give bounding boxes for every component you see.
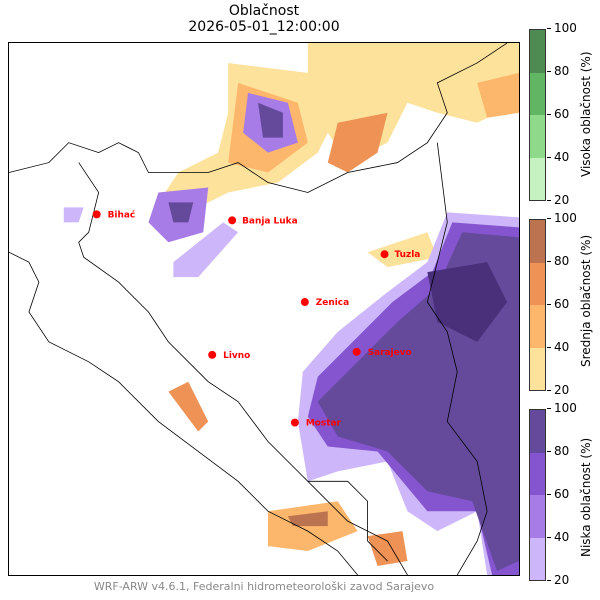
city-label: Mostar [306, 419, 342, 429]
colorbar-tick: 20 [546, 573, 570, 587]
colorbar-segment [530, 30, 545, 73]
colorbar-tick: 20 [546, 383, 570, 397]
coastline-borders [9, 43, 508, 575]
colorbar-segment [530, 410, 545, 453]
colorbar-label: Srednja oblačnost (%) [579, 234, 593, 367]
low-cloud-areas [63, 92, 519, 575]
colorbar-tick: 80 [546, 64, 570, 78]
city-marker-tuzla [380, 250, 389, 259]
colorbar-tick: 40 [546, 340, 570, 354]
colorbar-tick: 100 [547, 21, 577, 35]
colorbar-tick: 60 [546, 107, 570, 121]
city-label: Livno [223, 351, 250, 361]
colorbar-tick: 40 [546, 530, 570, 544]
colorbar-2 [529, 409, 546, 581]
city-label: Tuzla [394, 250, 420, 260]
colorbar-tick: 60 [546, 487, 570, 501]
colorbar-segment [530, 347, 545, 390]
colorbar-tick: 100 [547, 401, 577, 415]
colorbar-segment [530, 452, 545, 495]
map-title: Oblačnost [228, 3, 300, 19]
colorbar-label: Niska oblačnost (%) [579, 437, 593, 557]
city-marker-sarajevo [352, 347, 361, 356]
colorbar-tick: 60 [546, 297, 570, 311]
colorbar-segment [530, 262, 545, 305]
city-marker-banja-luka [228, 216, 237, 225]
city-markers: Bihać Banja Luka Tuzla Zenica Livno Sara… [92, 209, 420, 429]
colorbar-1 [529, 219, 546, 391]
colorbar-segment [530, 72, 545, 115]
colorbar-segment [530, 537, 545, 580]
city-label: Zenica [316, 298, 349, 308]
colorbar-segment [530, 157, 545, 200]
colorbar-segment [530, 305, 545, 348]
city-label: Banja Luka [242, 216, 298, 226]
colorbar-tick: 100 [547, 211, 577, 225]
city-marker-livno [208, 350, 217, 359]
city-marker-bihac [92, 210, 101, 219]
cloud-cover-map: Bihać Banja Luka Tuzla Zenica Livno Sara… [8, 42, 520, 576]
city-marker-zenica [300, 298, 309, 307]
colorbar-segment [530, 220, 545, 263]
city-label: Bihać [108, 209, 136, 220]
colorbar-tick: 20 [546, 193, 570, 207]
colorbar-segment [530, 115, 545, 158]
colorbar-tick: 40 [546, 150, 570, 164]
colorbar-0 [529, 29, 546, 201]
city-marker-mostar [290, 418, 299, 427]
colorbar-tick: 80 [546, 254, 570, 268]
footer-credit: WRF-ARW v4.6.1, Federalni hidrometeorolo… [93, 580, 435, 593]
colorbar-tick: 80 [546, 444, 570, 458]
map-timestamp: 2026-05-01_12:00:00 [188, 19, 340, 35]
colorbar-segment [530, 495, 545, 538]
city-label: Sarajevo [368, 348, 412, 358]
colorbar-label: Visoka oblačnost (%) [579, 51, 593, 177]
